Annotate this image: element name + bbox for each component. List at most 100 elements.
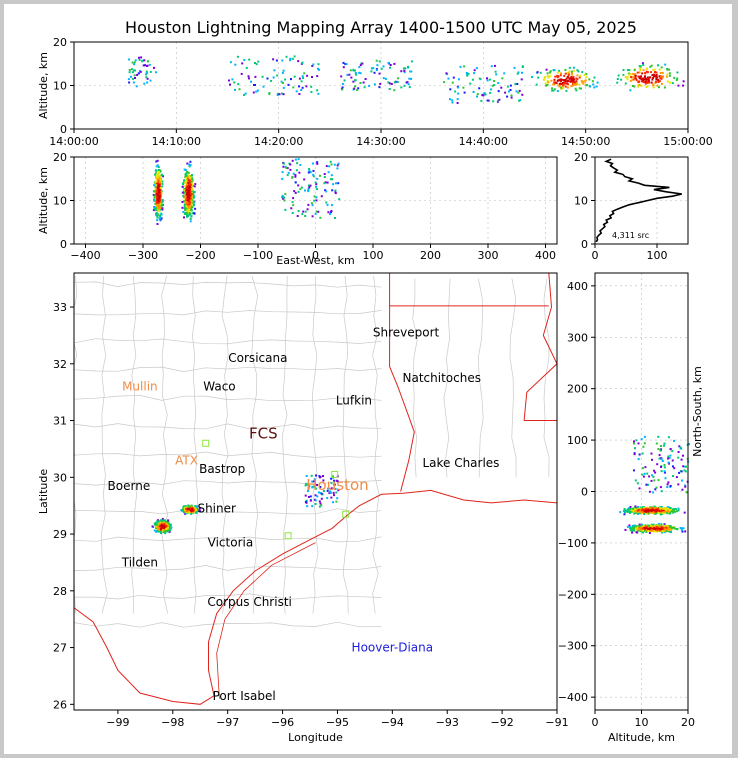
source-point: [640, 511, 643, 514]
source-point: [659, 513, 662, 516]
source-point: [661, 507, 664, 510]
source-point: [447, 77, 450, 80]
source-point: [657, 81, 660, 83]
x-tick-label: −100: [243, 249, 273, 262]
source-point: [486, 79, 489, 82]
figure-canvas: Houston Lightning Mapping Array 1400-150…: [37, 18, 713, 744]
source-point: [297, 184, 300, 187]
source-point: [661, 530, 664, 533]
source-point: [188, 208, 191, 211]
source-point: [304, 215, 307, 217]
y-tick-label: 0: [581, 486, 588, 499]
source-point: [633, 453, 636, 456]
source-point: [127, 78, 130, 81]
source-point: [297, 210, 300, 212]
source-point: [194, 505, 197, 508]
source-point: [183, 189, 186, 192]
source-point: [183, 179, 186, 182]
source-point: [185, 177, 188, 180]
source-point: [638, 528, 641, 530]
source-point: [159, 207, 162, 209]
source-point: [476, 95, 478, 98]
source-point: [657, 448, 660, 450]
source-point: [341, 83, 344, 85]
source-point: [190, 176, 193, 179]
source-point: [651, 74, 654, 77]
source-point: [623, 510, 625, 513]
y-tick-label: 0: [60, 123, 67, 136]
source-point: [285, 55, 288, 58]
source-point: [186, 162, 189, 165]
x-tick-label: 400: [535, 249, 556, 262]
source-point: [664, 477, 667, 480]
source-point: [186, 170, 189, 173]
source-point: [192, 200, 195, 203]
source-point: [162, 521, 165, 524]
source-point: [684, 485, 687, 488]
source-point: [407, 65, 409, 68]
source-point: [320, 504, 323, 507]
source-point: [626, 510, 629, 513]
source-point: [537, 76, 540, 79]
source-point: [650, 81, 653, 84]
source-point: [155, 160, 158, 163]
source-point: [323, 173, 326, 175]
source-point: [237, 83, 240, 86]
source-point: [309, 184, 312, 187]
source-point: [373, 83, 376, 86]
source-point: [382, 65, 385, 68]
source-point: [291, 212, 294, 214]
source-point: [160, 208, 163, 211]
source-point: [318, 68, 320, 71]
source-point: [315, 196, 318, 199]
source-point: [573, 83, 576, 86]
source-point: [157, 198, 160, 201]
source-point: [670, 527, 673, 529]
source-point: [312, 480, 315, 483]
source-point: [667, 529, 669, 532]
y-tick-label: 400: [567, 280, 588, 293]
source-point: [155, 200, 158, 203]
source-point: [159, 187, 162, 189]
source-point: [495, 73, 498, 76]
source-point: [569, 77, 572, 80]
source-point: [266, 77, 269, 80]
source-point: [159, 530, 162, 533]
source-point: [548, 71, 551, 74]
source-point: [149, 70, 152, 73]
source-point: [647, 530, 650, 532]
source-point: [182, 506, 185, 508]
station-marker: [342, 510, 350, 518]
source-point: [153, 198, 155, 201]
source-point: [558, 85, 561, 88]
source-point: [650, 506, 653, 509]
source-point: [157, 520, 160, 523]
source-point: [192, 193, 195, 196]
source-point: [656, 84, 659, 87]
source-point: [155, 214, 158, 217]
source-point: [390, 83, 393, 85]
source-point: [358, 71, 361, 74]
source-point: [184, 506, 187, 509]
source-point: [635, 439, 638, 442]
y-tick-label: −400: [558, 691, 588, 704]
y-tick-label: 29: [53, 528, 67, 541]
source-point: [638, 65, 641, 68]
source-point: [286, 167, 289, 170]
source-point: [565, 82, 568, 85]
source-point: [510, 94, 513, 97]
source-point: [314, 212, 317, 215]
station-marker: [331, 470, 339, 478]
y-tick-label: 0: [60, 238, 67, 251]
source-point: [575, 77, 578, 80]
source-point: [544, 76, 547, 78]
source-point: [190, 202, 193, 205]
source-point: [188, 181, 191, 183]
source-point: [320, 492, 323, 495]
source-point: [572, 75, 575, 78]
source-point: [488, 78, 491, 81]
source-point: [653, 530, 656, 532]
source-point: [183, 212, 186, 215]
source-point: [330, 477, 333, 480]
source-point: [406, 81, 409, 84]
